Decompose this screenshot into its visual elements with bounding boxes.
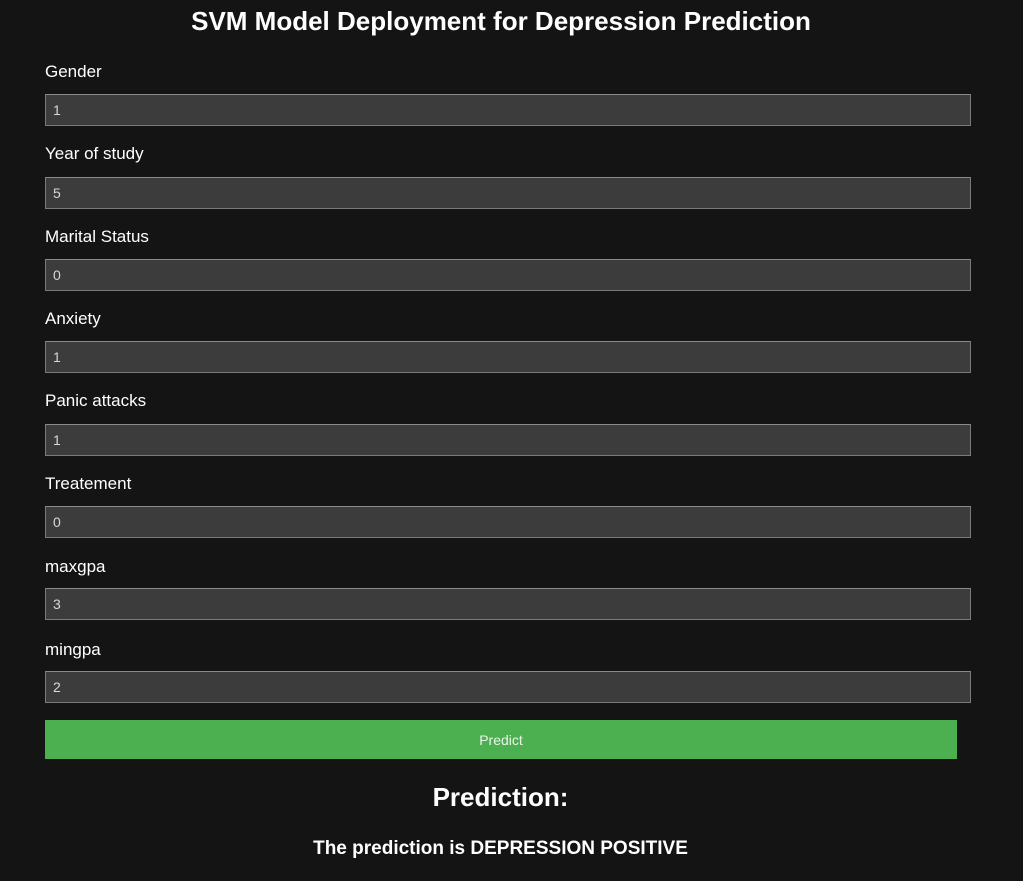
- gender-label: Gender: [45, 62, 102, 81]
- panic-attacks-input[interactable]: [45, 424, 971, 456]
- predict-button[interactable]: Predict: [45, 720, 957, 759]
- mingpa-label: mingpa: [45, 640, 101, 659]
- anxiety-input[interactable]: [45, 341, 971, 373]
- gender-input[interactable]: [45, 94, 971, 126]
- prediction-heading: Prediction:: [432, 782, 569, 812]
- page-title: SVM Model Deployment for Depression Pred…: [191, 6, 811, 36]
- maxgpa-input[interactable]: [45, 588, 971, 620]
- panic-attacks-label: Panic attacks: [45, 391, 147, 410]
- treatment-input[interactable]: [45, 506, 971, 538]
- year-of-study-label: Year of study: [45, 144, 144, 163]
- treatment-label: Treatement: [45, 474, 132, 493]
- mingpa-input[interactable]: [45, 671, 971, 703]
- prediction-result-text: The prediction is DEPRESSION POSITIVE: [313, 838, 688, 859]
- anxiety-label: Anxiety: [45, 309, 101, 328]
- marital-status-input[interactable]: [45, 259, 971, 291]
- maxgpa-label: maxgpa: [45, 557, 106, 576]
- marital-status-label: Marital Status: [45, 227, 149, 246]
- year-of-study-input[interactable]: [45, 177, 971, 209]
